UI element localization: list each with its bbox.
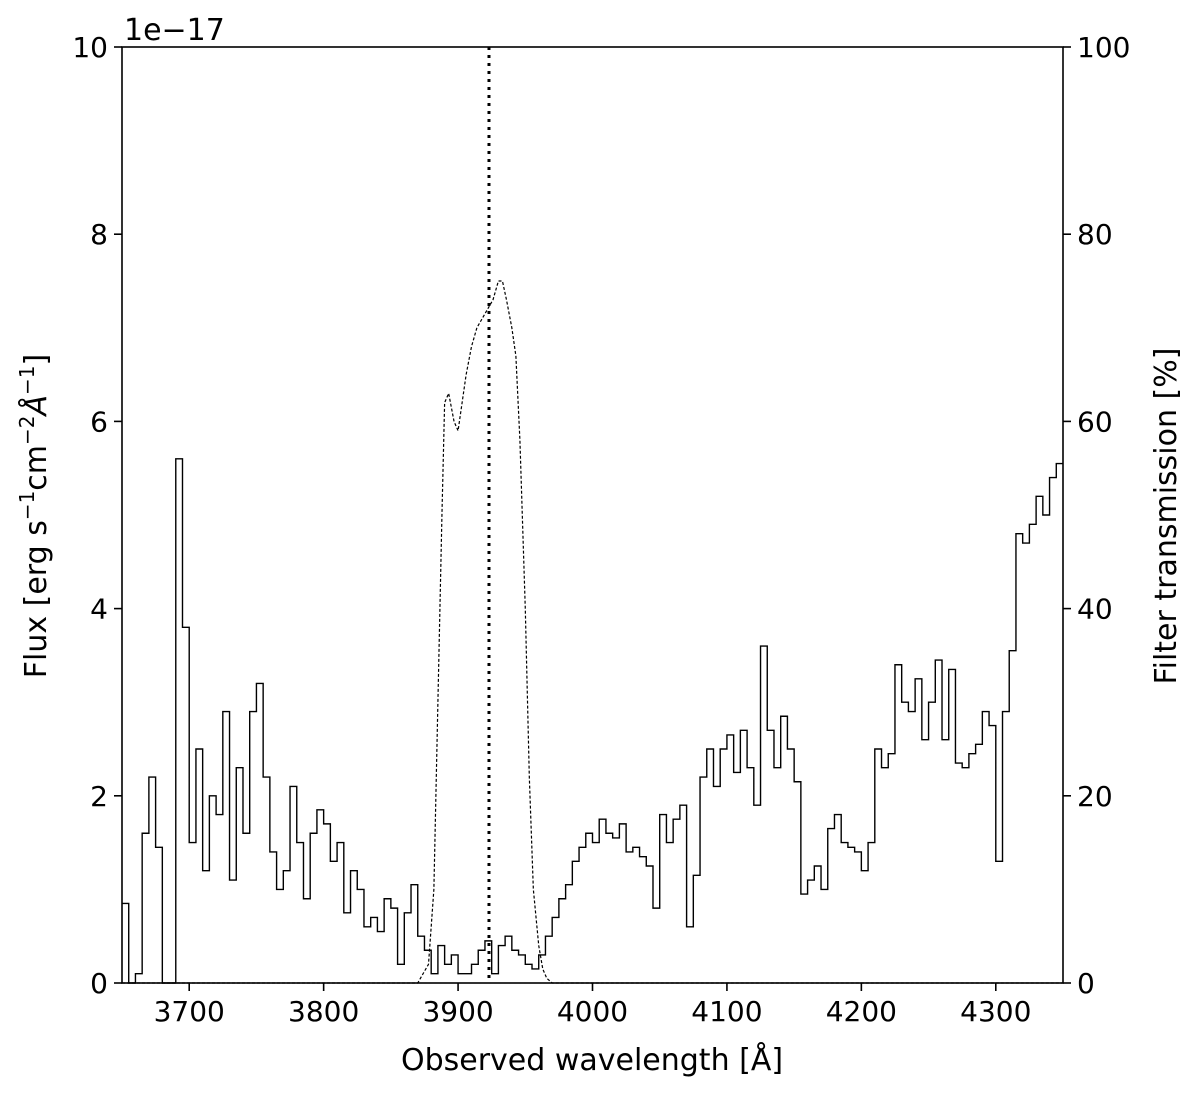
x-tick-label: 4300 xyxy=(960,995,1031,1028)
left-y-tick-label: 0 xyxy=(90,967,108,1000)
right-y-tick-label: 40 xyxy=(1077,593,1113,626)
left-y-tick-label: 2 xyxy=(90,780,108,813)
left-y-tick-label: 8 xyxy=(90,218,108,251)
y-offset-label: 1e−17 xyxy=(124,13,225,48)
left-y-tick-label: 4 xyxy=(90,593,108,626)
right-y-axis-ticks: 0 20 40 60 80 100 xyxy=(1063,31,1130,1000)
x-tick-label: 4100 xyxy=(691,995,762,1028)
flux-spectrum-step-line xyxy=(122,458,1063,984)
left-y-axis-label: Flux [erg s−1cm−2Å−1] xyxy=(15,354,54,679)
left-y-tick-label: 10 xyxy=(72,31,108,64)
right-y-axis-label: Filter transmission [%] xyxy=(1149,348,1184,685)
right-y-tick-label: 60 xyxy=(1077,405,1113,438)
right-y-tick-label: 80 xyxy=(1077,218,1113,251)
x-tick-label: 4000 xyxy=(557,995,628,1028)
x-tick-label: 3900 xyxy=(422,995,493,1028)
right-y-tick-label: 20 xyxy=(1077,780,1113,813)
right-y-tick-label: 0 xyxy=(1077,967,1095,1000)
left-y-axis-ticks: 0 2 4 6 8 10 xyxy=(72,31,122,1000)
x-tick-label: 4200 xyxy=(826,995,897,1028)
right-y-tick-label: 100 xyxy=(1077,31,1130,64)
filter-transmission-curve xyxy=(122,280,1063,984)
x-tick-label: 3800 xyxy=(288,995,359,1028)
plot-area xyxy=(122,47,1063,984)
left-y-tick-label: 6 xyxy=(90,405,108,438)
x-tick-label: 3700 xyxy=(154,995,225,1028)
x-axis-label: Observed wavelength [Å] xyxy=(401,1042,783,1078)
x-axis-ticks: 3700 3800 3900 4000 4100 4200 4300 xyxy=(154,983,1031,1028)
